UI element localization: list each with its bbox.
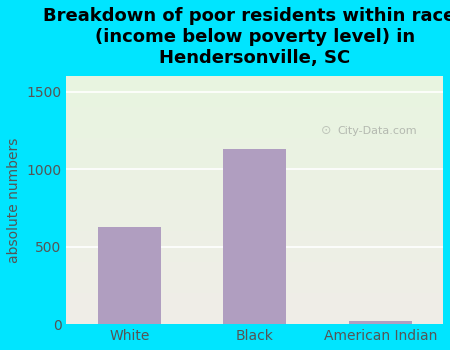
Bar <box>98 228 161 324</box>
Bar <box>223 149 286 324</box>
Title: Breakdown of poor residents within races
(income below poverty level) in
Henders: Breakdown of poor residents within races… <box>43 7 450 66</box>
Text: ⊙: ⊙ <box>321 125 331 138</box>
Text: City-Data.com: City-Data.com <box>338 126 417 136</box>
Bar <box>349 321 412 324</box>
Y-axis label: absolute numbers: absolute numbers <box>7 138 21 263</box>
